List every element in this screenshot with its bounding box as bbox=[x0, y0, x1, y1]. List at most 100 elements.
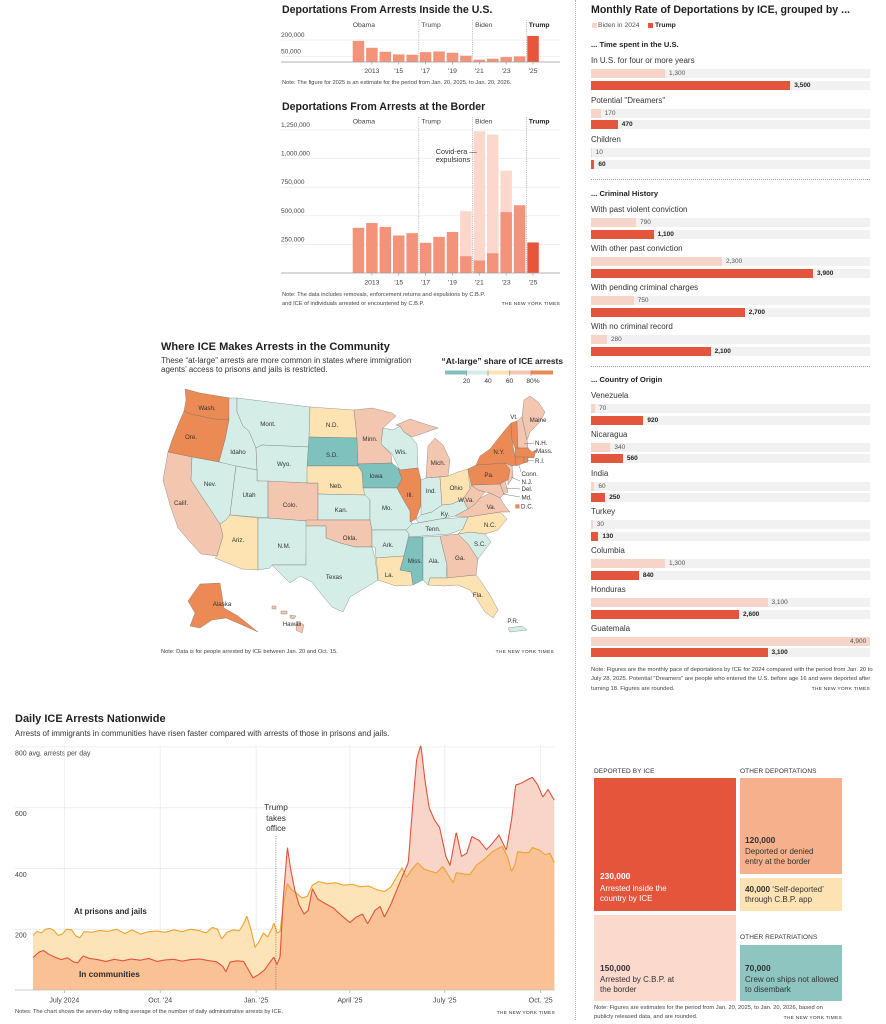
bar-biden bbox=[591, 636, 870, 646]
state-co bbox=[267, 480, 319, 522]
state-label: Conn. bbox=[522, 471, 539, 478]
bar-track bbox=[591, 296, 870, 305]
bar-2018 bbox=[433, 236, 445, 273]
x-tick-label: '15 bbox=[394, 279, 403, 286]
state-label: Vt. bbox=[510, 414, 518, 421]
covid-annotation: Covid-era — bbox=[436, 147, 478, 156]
row-label: Potential "Dreamers" bbox=[591, 95, 666, 105]
bar-biden bbox=[591, 335, 607, 344]
daily-arrests-chart: 200 400 600 800 avg. arrests per day July 20… bbox=[15, 745, 555, 1005]
row-label: With past violent conviction bbox=[591, 205, 688, 214]
bar-track bbox=[591, 69, 870, 78]
row-label: Children bbox=[591, 135, 621, 144]
bar-track bbox=[591, 570, 870, 580]
bar-trump bbox=[591, 80, 791, 90]
bar-trump bbox=[591, 229, 654, 239]
bar-2022 bbox=[487, 58, 499, 62]
x-tick-label: April '25 bbox=[337, 998, 362, 1005]
bar-value-biden: 30 bbox=[596, 521, 604, 529]
bar-2021 bbox=[473, 260, 486, 273]
line-jails bbox=[32, 845, 555, 948]
bar-value-biden: 790 bbox=[639, 219, 651, 226]
state-label: Ark. bbox=[382, 542, 393, 549]
bar-value-trump: 1,100 bbox=[657, 230, 674, 238]
era-label: Obama bbox=[353, 119, 376, 126]
bar-value-biden: 70 bbox=[598, 405, 607, 412]
y-tick-label: 50,000 bbox=[281, 49, 301, 56]
treemap-description: Arrested by C.B.P. at the border bbox=[600, 975, 675, 994]
era-label: Biden bbox=[475, 119, 493, 126]
x-tick-label: 2013 bbox=[364, 68, 379, 75]
era-label: Trump bbox=[529, 22, 550, 29]
x-tick-label: '21 bbox=[475, 68, 484, 75]
series-label-jails: At prisons and jails bbox=[74, 907, 147, 916]
bar-2023 bbox=[500, 212, 512, 273]
state-tn bbox=[405, 516, 469, 538]
bar-trump bbox=[591, 454, 623, 464]
bar-biden bbox=[591, 520, 593, 530]
treemap-group-label: OTHER REPATRIATIONS bbox=[740, 934, 818, 941]
state-label: Idaho bbox=[230, 449, 246, 456]
x-tick-label: July 2024 bbox=[49, 998, 79, 1005]
treemap-value: 150,000 bbox=[600, 962, 631, 973]
bar-2025 bbox=[527, 35, 539, 62]
state-label: Ind. bbox=[426, 488, 437, 495]
map-title: Where ICE Makes Arrests in the Community bbox=[161, 340, 390, 353]
bar-trump bbox=[591, 120, 618, 129]
x-tick-label: '25 bbox=[529, 279, 538, 286]
bar-track bbox=[591, 559, 870, 569]
x-tick-label: July '25 bbox=[433, 998, 457, 1005]
row-label: India bbox=[591, 468, 609, 478]
state-label: Va. bbox=[487, 504, 496, 511]
y-tick-label: 800 avg. arrests per day bbox=[15, 750, 91, 757]
state-wi bbox=[380, 425, 419, 471]
bar-track bbox=[591, 257, 870, 266]
bar-biden bbox=[591, 257, 722, 266]
state-label: Mass. bbox=[536, 448, 553, 455]
section-divider bbox=[591, 366, 870, 367]
line-chart-title: Daily ICE Arrests Nationwide bbox=[15, 713, 166, 726]
legend-swatch-trump bbox=[647, 22, 653, 29]
row-label: Columbia bbox=[591, 546, 625, 556]
bar-2018 bbox=[433, 51, 445, 62]
bar-value-biden: 340 bbox=[614, 443, 626, 451]
state-label: Ala. bbox=[429, 558, 440, 565]
bar-2019 bbox=[446, 52, 459, 62]
bar-trump bbox=[591, 648, 768, 658]
state-tx bbox=[271, 525, 379, 613]
leader-line-md bbox=[502, 493, 521, 498]
row-label: Venezuela bbox=[591, 391, 629, 400]
state-mi-upper bbox=[395, 418, 439, 438]
bar-value-biden: 2,300 bbox=[725, 258, 743, 265]
treemap-description: Deported or denied entry at the border bbox=[745, 847, 814, 866]
monthly-rate-note: Note: Figures are the monthly pace of de… bbox=[591, 667, 873, 692]
bar-biden bbox=[591, 296, 634, 305]
treemap-cell-deported-denied: 120,000 Deported or denied entry at the … bbox=[740, 778, 842, 874]
bar-value-biden: 1,300 bbox=[669, 560, 686, 568]
treemap-value: 230,000 bbox=[600, 871, 631, 881]
legend-segment bbox=[531, 370, 553, 375]
state-ak bbox=[187, 582, 259, 633]
bar-track bbox=[591, 404, 870, 413]
bar-track bbox=[591, 148, 870, 157]
bar-2024 bbox=[513, 56, 526, 62]
bar-2021 bbox=[473, 59, 486, 62]
bar-trump bbox=[591, 307, 745, 317]
bar-2023 bbox=[500, 57, 512, 62]
state-label: Del. bbox=[522, 486, 533, 493]
era-label: Trump bbox=[529, 119, 550, 126]
bar-trump bbox=[591, 493, 606, 503]
bar-2016 bbox=[406, 54, 418, 62]
state-label: N.M. bbox=[277, 543, 290, 550]
bar-value-trump: 470 bbox=[621, 121, 633, 128]
map-note: Note: Data is for people arrested by ICE… bbox=[161, 648, 338, 655]
state-label: Pa. bbox=[484, 472, 494, 479]
bar-2020 bbox=[460, 55, 472, 62]
state-label: Miss. bbox=[408, 558, 423, 565]
treemap-description: Crew on ships not allowed to disembark bbox=[745, 975, 839, 994]
y-tick-label: 1,250,000 bbox=[281, 122, 310, 129]
bar-trump bbox=[591, 159, 595, 169]
bar-2012 bbox=[352, 40, 365, 62]
bar-biden bbox=[591, 598, 768, 607]
